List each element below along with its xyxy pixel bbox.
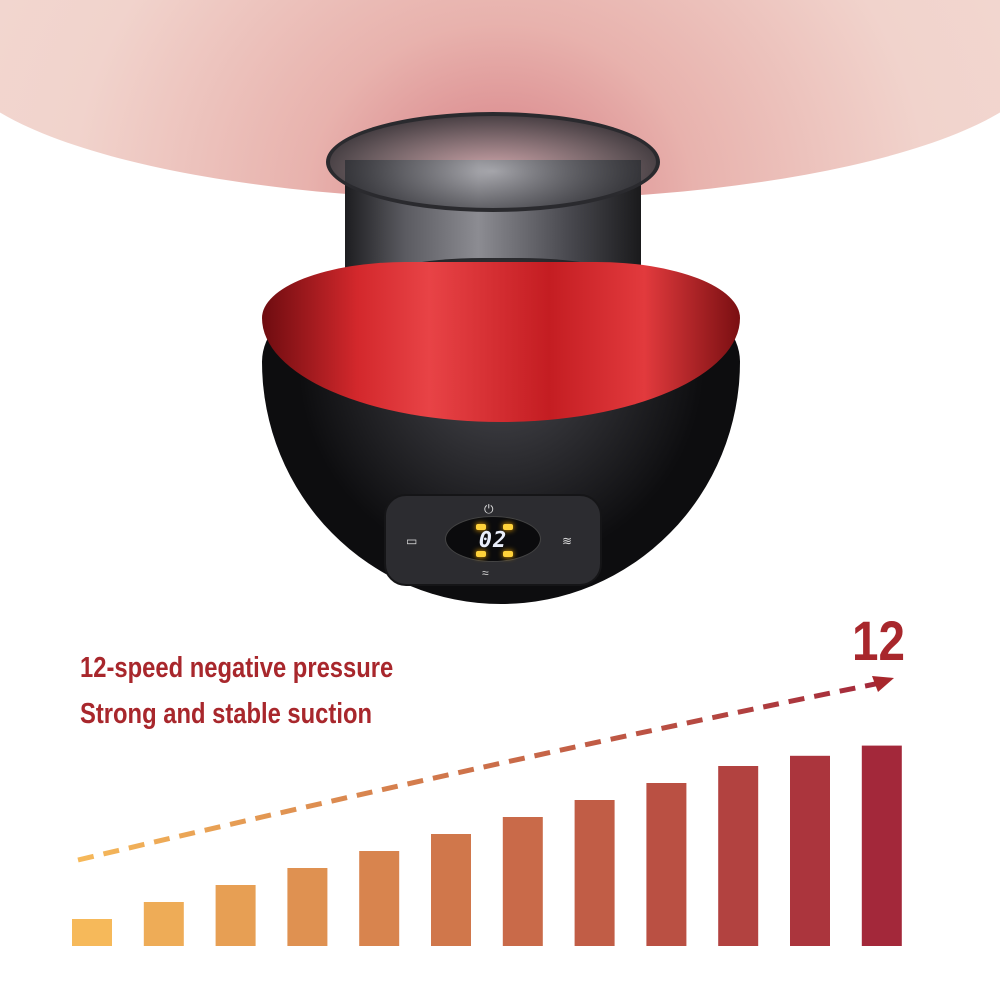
- bar-speed-2: [143, 902, 184, 946]
- bar-speed-4: [287, 868, 328, 946]
- bar-speed-10: [718, 766, 759, 946]
- power-icon[interactable]: ⏻: [484, 502, 494, 516]
- heat-icon[interactable]: ≋: [562, 534, 573, 548]
- led-indicator: [503, 524, 513, 530]
- wave-icon[interactable]: ≈: [482, 566, 489, 580]
- headline-line1: 12-speed negative pressure: [80, 652, 394, 684]
- bar-speed-3: [215, 885, 256, 946]
- cup-mode-icon[interactable]: ▭: [406, 534, 418, 548]
- trend-arrow-line: [77, 680, 881, 863]
- led-indicator: [476, 551, 486, 557]
- digital-display: 02: [445, 516, 541, 562]
- headline-line2: Strong and stable suction: [80, 698, 372, 730]
- bar-speed-5: [359, 851, 400, 946]
- bar-speed-9: [646, 783, 687, 946]
- bar-speed-1: [72, 919, 112, 946]
- bar-speed-12: [861, 745, 902, 946]
- led-indicator: [476, 524, 486, 530]
- bar-speed-7: [502, 817, 543, 946]
- red-band: [262, 262, 740, 422]
- display-value: 02: [478, 528, 508, 553]
- max-speed-label: 12: [852, 609, 905, 672]
- cup-rim: [326, 112, 660, 212]
- bar-speed-6: [431, 834, 471, 946]
- led-indicator: [503, 551, 513, 557]
- trend-arrowhead: [872, 676, 894, 692]
- bar-speed-11: [790, 755, 830, 946]
- bar-speed-8: [574, 800, 615, 946]
